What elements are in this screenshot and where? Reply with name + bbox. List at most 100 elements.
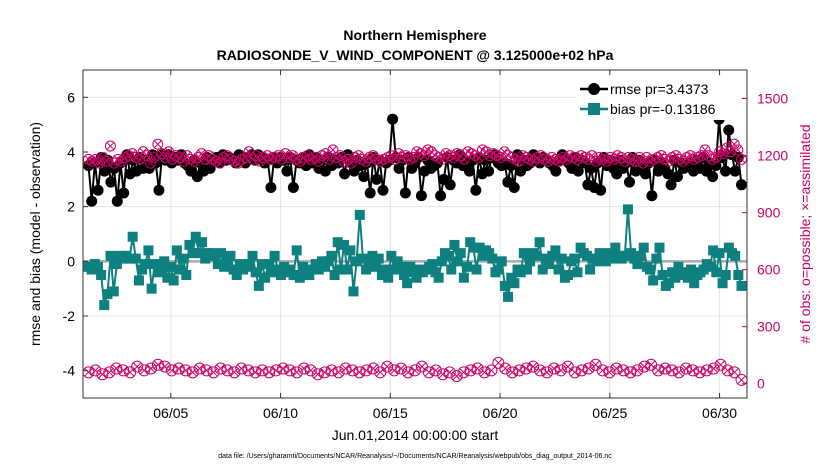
- obs-assimilated-point: [672, 366, 685, 379]
- bias-point: [597, 250, 608, 261]
- bias-point: [499, 280, 510, 291]
- bias-point: [332, 237, 343, 248]
- bias-point: [622, 204, 633, 215]
- obs-assimilated-cross: [549, 364, 559, 373]
- obs-assimilated-cross: [334, 367, 343, 377]
- rmse-point: [111, 195, 123, 207]
- bias-point: [711, 267, 722, 278]
- obs-possible-point: [203, 150, 215, 162]
- bias-point: [351, 256, 362, 267]
- obs-assimilated-cross: [181, 366, 191, 375]
- obs-assimilated-point: [540, 366, 553, 379]
- bias-point: [345, 245, 356, 256]
- bias-point: [140, 259, 151, 270]
- bias-point: [193, 248, 204, 259]
- obs-assimilated-cross: [667, 366, 677, 375]
- rmse-point: [646, 190, 658, 202]
- obs-possible-cross: [693, 153, 702, 162]
- rmse-point: [550, 165, 562, 177]
- obs-assimilated-cross: [202, 366, 211, 375]
- obs-assimilated-cross: [723, 366, 732, 375]
- bias-point: [667, 267, 678, 278]
- y2-tick-label: 600: [757, 262, 781, 278]
- bias-point: [288, 270, 299, 280]
- obs-possible-point: [199, 153, 211, 165]
- x-tick-label: 06/15: [373, 405, 408, 421]
- bias-point: [108, 286, 119, 297]
- legend-bias-marker: [588, 103, 600, 115]
- rmse-point: [572, 165, 584, 177]
- obs-assimilated-cross: [452, 371, 462, 381]
- bias-point: [717, 278, 728, 289]
- obs-possible-point: [663, 155, 675, 167]
- bias-point: [174, 264, 185, 275]
- bias-point: [673, 261, 684, 272]
- ticks: 06/05 06/10 06/15 06/20 06/25 06/30 -4 -2 0 2 4 6 0 3…: [63, 70, 788, 421]
- bias-point: [427, 259, 438, 270]
- obs-assimilated-cross: [403, 367, 413, 377]
- y-tick-label: 0: [67, 253, 75, 269]
- bias-point: [632, 259, 643, 270]
- obs-assimilated-cross: [639, 362, 649, 371]
- obs-possible-point: [699, 144, 711, 156]
- bias-point: [515, 267, 526, 278]
- bias-point: [361, 264, 372, 275]
- bias-point: [398, 270, 409, 280]
- obs-assimilated-cross: [389, 366, 399, 375]
- obs-assimilated-point: [603, 366, 616, 379]
- bias-point: [550, 245, 561, 256]
- rmse-point: [720, 165, 732, 177]
- bias-point: [215, 248, 226, 259]
- bias-point: [569, 253, 580, 264]
- obs-assimilated-cross: [355, 367, 364, 377]
- obs-possible-point: [352, 150, 364, 162]
- obs-assimilated-cross: [660, 364, 670, 373]
- bias-point: [723, 242, 734, 253]
- obs-assimilated-cross: [292, 367, 302, 377]
- bias-point: [452, 256, 463, 267]
- bias-point: [714, 248, 725, 259]
- bias-point: [197, 237, 208, 248]
- obs-assimilated-cross: [348, 366, 357, 375]
- bias-point: [279, 261, 290, 272]
- series-obs: [82, 138, 748, 386]
- obs-possible-point: [254, 155, 266, 167]
- axes: [82, 69, 748, 399]
- rmse-point: [98, 165, 110, 177]
- rmse-point: [387, 113, 399, 125]
- obs-possible-cross: [146, 159, 155, 168]
- obs-possible-point: [327, 144, 339, 156]
- obs-possible-point: [633, 151, 645, 163]
- obs-possible-cross: [453, 149, 461, 158]
- obs-assimilated-point: [409, 364, 421, 377]
- bias-point: [228, 264, 239, 275]
- bias-point: [168, 275, 179, 286]
- obs-possible-point: [615, 151, 627, 163]
- x-tick-label: 06/25: [592, 405, 627, 421]
- obs-assimilated-cross: [84, 367, 93, 377]
- bias-point: [149, 259, 160, 270]
- bias-point: [540, 253, 551, 264]
- obs-assimilated-cross: [424, 367, 434, 377]
- bias-point: [563, 270, 574, 280]
- bias-point: [474, 242, 485, 253]
- obs-assimilated-cross: [507, 367, 517, 377]
- obs-possible-cross: [405, 155, 414, 164]
- bias-point: [525, 256, 536, 267]
- rmse-point: [105, 176, 117, 188]
- obs-possible-point: [214, 157, 226, 169]
- rmse-point: [707, 171, 719, 183]
- rmse-point: [665, 179, 677, 191]
- bias-point: [137, 264, 148, 275]
- bias-point: [156, 264, 167, 275]
- obs-possible-cross: [471, 151, 480, 160]
- bias-point: [335, 264, 346, 275]
- obs-possible-point: [670, 150, 682, 162]
- bias-point: [604, 248, 615, 259]
- bias-point: [670, 272, 681, 283]
- chart-title-line2: RADIOSONDE_V_WIND_COMPONENT @ 3.125000e+…: [217, 47, 614, 63]
- obs-assimilated-point: [450, 370, 463, 383]
- bias-point: [219, 261, 230, 272]
- bias-point: [294, 272, 305, 283]
- bias-point: [320, 261, 331, 272]
